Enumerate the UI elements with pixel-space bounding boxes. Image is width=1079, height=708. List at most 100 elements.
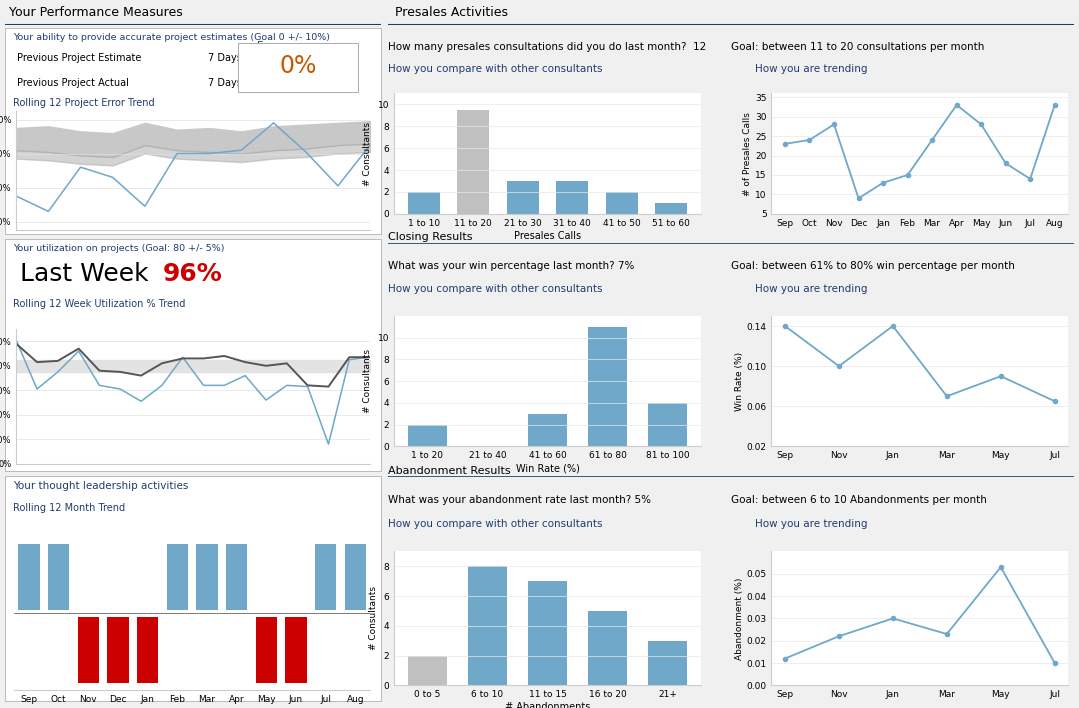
- Legend: Sum(Consultant), Company Average: Sum(Consultant), Company Average: [86, 484, 300, 500]
- Y-axis label: # Consultants: # Consultants: [363, 122, 372, 185]
- Company Average: [238, 358, 251, 366]
- Bar: [468, 566, 507, 685]
- Sum(Consultant): [113, 385, 126, 394]
- Sum(Consultant): [72, 347, 85, 355]
- Text: Rolling 12 Project Error Trend: Rolling 12 Project Error Trend: [13, 98, 154, 108]
- Text: Goal: between 6 to 10 Abandonments per month: Goal: between 6 to 10 Abandonments per m…: [732, 495, 987, 505]
- Text: How you are trending: How you are trending: [755, 64, 868, 74]
- Sum(Consultant): [238, 371, 251, 379]
- Text: Your Performance Measures: Your Performance Measures: [9, 6, 183, 18]
- Text: Rolling 12 Month Trend: Rolling 12 Month Trend: [13, 503, 125, 513]
- Sum(Consultant): [281, 381, 293, 389]
- Company Average: [364, 353, 377, 362]
- Y-axis label: # Consultants: # Consultants: [363, 349, 372, 413]
- Y-axis label: Abandonment (%): Abandonment (%): [735, 577, 743, 660]
- Text: How you are trending: How you are trending: [755, 285, 868, 295]
- Y-axis label: # Consultants: # Consultants: [369, 586, 378, 651]
- Bar: [285, 617, 306, 683]
- Bar: [457, 110, 490, 214]
- FancyBboxPatch shape: [238, 42, 358, 92]
- Bar: [107, 617, 128, 683]
- Sum(Consultant): [52, 367, 65, 376]
- Text: How you compare with other consultants: How you compare with other consultants: [388, 64, 603, 74]
- Sum(Consultant): [322, 440, 334, 448]
- Bar: [655, 203, 687, 214]
- Bar: [507, 181, 538, 214]
- Bar: [196, 544, 218, 610]
- Text: Rolling 12 Week Utilization % Trend: Rolling 12 Week Utilization % Trend: [13, 299, 186, 309]
- Company Average: [135, 371, 148, 379]
- Text: How many presales consultations did you do last month?  12: How many presales consultations did you …: [388, 42, 707, 52]
- Sum(Consultant): [301, 382, 314, 391]
- Bar: [648, 641, 687, 685]
- Text: Error: Error: [257, 40, 283, 51]
- X-axis label: Win Rate (%): Win Rate (%): [516, 463, 579, 473]
- Company Average: [301, 381, 314, 389]
- Text: 0%: 0%: [279, 55, 317, 79]
- X-axis label: # Abandonments: # Abandonments: [505, 702, 590, 708]
- Bar: [648, 403, 687, 447]
- Bar: [18, 544, 40, 610]
- Bar: [166, 544, 188, 610]
- Bar: [226, 544, 247, 610]
- Sum(Consultant): [197, 381, 210, 389]
- Text: How you are trending: How you are trending: [755, 519, 868, 529]
- Company Average: [93, 367, 106, 375]
- Sum(Consultant): [30, 385, 43, 394]
- Sum(Consultant): [218, 381, 231, 389]
- Sum(Consultant): [93, 381, 106, 389]
- Bar: [557, 181, 588, 214]
- Company Average: [113, 367, 126, 376]
- Sum(Consultant): [260, 396, 273, 404]
- Text: Previous Project Actual: Previous Project Actual: [16, 78, 128, 88]
- Bar: [256, 617, 277, 683]
- Company Average: [72, 344, 85, 353]
- Text: Goal: between 11 to 20 consultations per month: Goal: between 11 to 20 consultations per…: [732, 42, 984, 52]
- Line: Company Average: Company Average: [16, 344, 370, 387]
- Sum(Consultant): [343, 355, 356, 364]
- Sum(Consultant): [10, 336, 23, 344]
- Bar: [137, 617, 159, 683]
- Text: 96%: 96%: [163, 262, 223, 286]
- Company Average: [343, 353, 356, 362]
- Company Average: [197, 354, 210, 362]
- Text: Your ability to provide accurate project estimates (Goal 0 +/- 10%): Your ability to provide accurate project…: [13, 33, 330, 42]
- Bar: [528, 581, 568, 685]
- Bar: [408, 656, 447, 685]
- Text: Presales Activities: Presales Activities: [395, 6, 508, 18]
- Company Average: [155, 359, 168, 367]
- Text: Previous Project Estimate: Previous Project Estimate: [16, 53, 141, 63]
- Text: Abandonment Results: Abandonment Results: [388, 466, 511, 476]
- Bar: [315, 544, 337, 610]
- Y-axis label: Win Rate (%): Win Rate (%): [735, 352, 743, 411]
- Bar: [588, 327, 627, 447]
- Text: How you compare with other consultants: How you compare with other consultants: [388, 519, 603, 529]
- Text: What was your abandonment rate last month? 5%: What was your abandonment rate last mont…: [388, 495, 652, 505]
- Company Average: [322, 382, 334, 391]
- Legend: Company Avg, Consultant: Company Avg, Consultant: [110, 245, 276, 261]
- Text: 7 Days: 7 Days: [208, 53, 242, 63]
- Text: Your thought leadership activities: Your thought leadership activities: [13, 481, 188, 491]
- Company Average: [176, 354, 189, 362]
- Line: Sum(Consultant): Sum(Consultant): [16, 340, 370, 444]
- Sum(Consultant): [135, 397, 148, 406]
- Text: 7 Days: 7 Days: [208, 78, 242, 88]
- Text: What was your win percentage last month? 7%: What was your win percentage last month?…: [388, 261, 634, 270]
- Bar: [605, 192, 638, 214]
- Bar: [588, 611, 627, 685]
- Bar: [408, 192, 440, 214]
- Text: Your utilization on projects (Goal: 80 +/- 5%): Your utilization on projects (Goal: 80 +…: [13, 244, 224, 253]
- Bar: [528, 413, 568, 447]
- Bar: [408, 425, 447, 447]
- Bar: [47, 544, 69, 610]
- Text: Goal: between 61% to 80% win percentage per month: Goal: between 61% to 80% win percentage …: [732, 261, 1015, 270]
- Text: Closing Results: Closing Results: [388, 232, 473, 242]
- Company Average: [30, 358, 43, 366]
- Company Average: [260, 362, 273, 370]
- Sum(Consultant): [176, 353, 189, 362]
- Bar: [344, 544, 366, 610]
- Sum(Consultant): [155, 381, 168, 389]
- Text: Last Week: Last Week: [21, 262, 149, 286]
- Company Average: [281, 359, 293, 367]
- Y-axis label: # of Presales Calls: # of Presales Calls: [743, 112, 752, 195]
